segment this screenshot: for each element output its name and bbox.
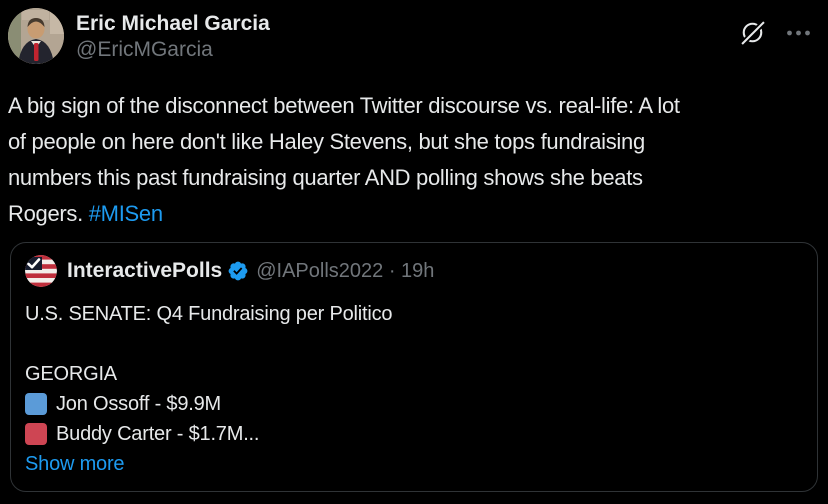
author-name[interactable]: Eric Michael Garcia bbox=[76, 12, 270, 35]
tweet-header: Eric Michael Garcia @EricMGarcia bbox=[0, 0, 828, 64]
fundraising-entry: Buddy Carter - $1.7M... bbox=[25, 419, 801, 449]
quoted-tweet-header: InteractivePolls @IAPolls2022 · 19h bbox=[25, 255, 801, 287]
quoted-author-name[interactable]: InteractivePolls bbox=[67, 259, 223, 282]
grok-actions-button[interactable] bbox=[740, 20, 765, 45]
verified-badge-icon bbox=[227, 260, 249, 282]
tweet-text: A big sign of the disconnect between Twi… bbox=[0, 88, 828, 232]
author-avatar[interactable] bbox=[8, 8, 64, 64]
blue-square-emoji bbox=[25, 393, 47, 415]
quoted-text-spacer bbox=[25, 329, 801, 359]
fundraising-entry-label: Buddy Carter - $1.7M... bbox=[56, 423, 260, 445]
tweet-text-line: Rogers. #MISen bbox=[8, 196, 820, 232]
quoted-author-meta: @IAPolls2022 · 19h bbox=[256, 259, 435, 282]
quoted-text-line: GEORGIA bbox=[25, 363, 117, 385]
fundraising-entry: Jon Ossoff - $9.9M bbox=[25, 389, 801, 419]
tweet-text-last-fragment: Rogers. bbox=[8, 201, 89, 226]
red-square-emoji bbox=[25, 423, 47, 445]
author-handle[interactable]: @EricMGarcia bbox=[76, 38, 213, 61]
tweet-text-line: of people on here don't like Haley Steve… bbox=[8, 129, 645, 154]
author-avatar-photo bbox=[8, 8, 64, 64]
us-flag-check-avatar bbox=[25, 255, 57, 287]
grok-slashed-circle-icon bbox=[740, 20, 765, 45]
header-actions bbox=[740, 8, 812, 45]
tweet-text-line: numbers this past fundraising quarter AN… bbox=[8, 165, 643, 190]
fundraising-entry-label: Jon Ossoff - $9.9M bbox=[56, 393, 221, 415]
tweet-text-line: A big sign of the disconnect between Twi… bbox=[8, 93, 680, 118]
more-button[interactable] bbox=[785, 21, 812, 45]
quoted-author-avatar[interactable] bbox=[25, 255, 57, 287]
show-more-link[interactable]: Show more bbox=[25, 453, 125, 475]
hashtag-misen-link[interactable]: #MISen bbox=[88, 201, 163, 226]
quoted-tweet-card[interactable]: InteractivePolls @IAPolls2022 · 19h U.S.… bbox=[10, 242, 818, 492]
quoted-tweet-body: U.S. SENATE: Q4 Fundraising per Politico… bbox=[25, 299, 801, 479]
author-identity: Eric Michael Garcia @EricMGarcia bbox=[76, 8, 270, 63]
ellipsis-icon bbox=[787, 30, 810, 35]
quoted-text-line: U.S. SENATE: Q4 Fundraising per Politico bbox=[25, 303, 393, 325]
